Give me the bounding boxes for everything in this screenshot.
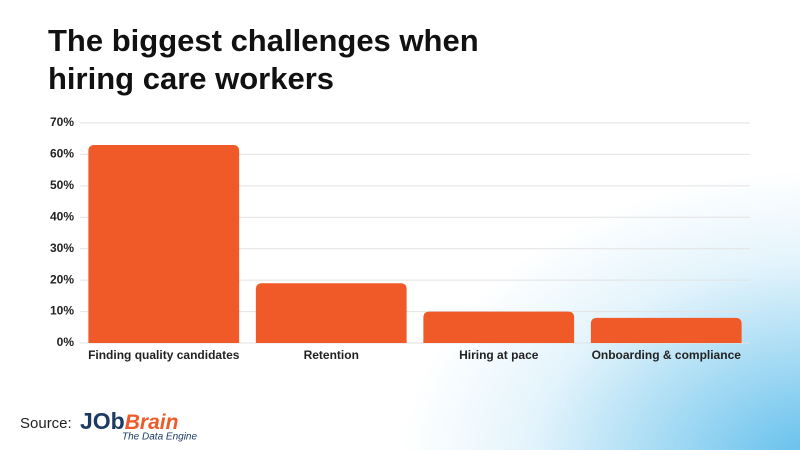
y-tick-label: 30%: [50, 241, 74, 255]
y-tick-label: 0%: [57, 335, 75, 349]
x-tick-label: Hiring at pace: [459, 348, 539, 362]
logo-tagline: The Data Engine: [122, 432, 197, 443]
chart-title: The biggest challenges when hiring care …: [48, 23, 479, 96]
y-tick-label: 70%: [50, 115, 74, 129]
bar: [255, 283, 407, 343]
y-tick-label: 20%: [50, 272, 74, 286]
bar: [423, 311, 575, 343]
x-tick-label: Finding quality candidates: [88, 348, 240, 362]
x-tick-label: Retention: [304, 348, 359, 362]
source-logo: JObBrain: [80, 408, 178, 434]
bar: [590, 317, 742, 343]
logo-part: JOb: [80, 408, 125, 434]
source-label: Source:: [20, 415, 72, 432]
y-tick-label: 10%: [50, 304, 74, 318]
x-tick-label: Onboarding & compliance: [592, 348, 742, 362]
logo-part: Brain: [125, 411, 179, 434]
y-tick-label: 50%: [50, 178, 74, 192]
y-tick-label: 40%: [50, 209, 74, 223]
y-tick-label: 60%: [50, 147, 74, 161]
bar: [88, 145, 240, 343]
